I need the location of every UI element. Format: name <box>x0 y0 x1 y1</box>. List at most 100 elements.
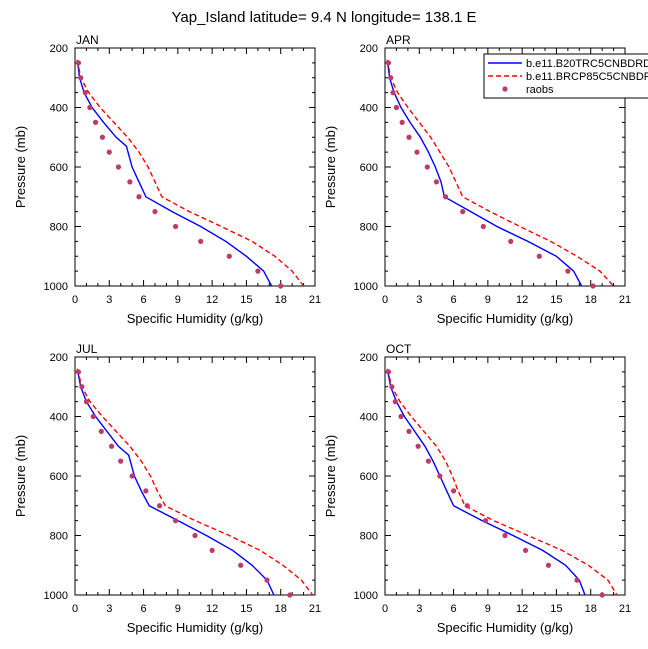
x-tick-label: 6 <box>451 294 457 306</box>
y-tick-label: 1000 <box>354 590 378 602</box>
x-tick-label: 9 <box>485 603 491 615</box>
raobs-point <box>522 547 529 553</box>
raobs-point <box>156 503 163 509</box>
raobs-point <box>502 532 508 539</box>
raobs-point <box>460 209 466 215</box>
raobs-point <box>115 164 122 170</box>
raobs-point <box>172 223 179 230</box>
raobs-point <box>79 384 85 390</box>
x-tick-label: 15 <box>550 603 562 615</box>
x-tick-label: 21 <box>619 294 631 306</box>
y-tick-label: 600 <box>50 471 68 483</box>
raobs-point <box>442 194 449 200</box>
raobs-point <box>238 562 244 568</box>
y-tick-label: 400 <box>50 103 68 115</box>
raobs-point <box>392 399 398 405</box>
panel-apr: APR 0 3 6 9 12 15 18 21 200 400 600 800 1000 Specific … <box>323 33 631 326</box>
legend: b.e11.B20TRC5CNBDRDb.e11.BRCP85C5CNBDRDr… <box>483 53 648 99</box>
plot-frame <box>384 356 626 596</box>
series-line-20tr <box>386 59 583 287</box>
series-line-rcp85 <box>386 59 615 287</box>
series-line-20tr <box>76 368 275 596</box>
raobs-point <box>385 369 392 375</box>
raobs-point <box>406 134 412 140</box>
raobs-point <box>590 283 596 289</box>
x-tick-label: 9 <box>485 294 491 306</box>
x-tick-label: 6 <box>451 603 457 615</box>
x-tick-label: 12 <box>206 294 218 306</box>
y-tick-label: 800 <box>360 531 378 543</box>
raobs-point <box>536 253 542 259</box>
raobs-point <box>172 518 179 524</box>
y-tick-label: 200 <box>50 352 68 364</box>
raobs-point <box>255 268 261 274</box>
x-tick-label: 0 <box>72 603 78 615</box>
raobs-point <box>78 75 84 81</box>
x-tick-label: 12 <box>516 294 528 306</box>
raobs-point <box>480 223 486 230</box>
x-tick-label: 6 <box>141 603 147 615</box>
series-line-20tr <box>386 368 586 596</box>
raobs-point <box>108 443 115 449</box>
y-axis-label: Pressure (mb) <box>13 126 28 208</box>
raobs-point <box>264 577 270 583</box>
x-tick-label: 9 <box>175 603 181 615</box>
panel-label: JUL <box>76 342 98 356</box>
x-tick-label: 18 <box>585 603 597 615</box>
raobs-point <box>545 562 552 568</box>
x-tick-label: 0 <box>382 603 388 615</box>
panel-oct: OCT 0 3 6 9 12 15 18 21 200 400 600 800 1000 Specific … <box>323 342 631 635</box>
raobs-point <box>406 428 412 434</box>
raobs-point <box>393 104 400 111</box>
raobs-point <box>209 547 215 553</box>
x-tick-label: 21 <box>309 603 321 615</box>
raobs-point <box>90 413 96 420</box>
y-tick-label: 200 <box>360 43 378 55</box>
x-tick-label: 9 <box>175 294 181 306</box>
plot-frame <box>74 356 316 596</box>
legend-label: raobs <box>526 84 554 96</box>
x-tick-label: 0 <box>382 294 388 306</box>
raobs-point <box>98 428 104 434</box>
y-axis-label: Pressure (mb) <box>323 126 338 208</box>
raobs-point <box>92 119 99 125</box>
y-tick-label: 800 <box>50 222 68 234</box>
raobs-point <box>106 149 112 155</box>
figure-title: Yap_Island latitude= 9.4 N longitude= 13… <box>172 9 477 26</box>
x-tick-label: 18 <box>275 294 287 306</box>
raobs-point <box>388 75 394 81</box>
legend-label: b.e11.BRCP85C5CNBDRD <box>526 71 648 83</box>
y-tick-label: 200 <box>50 43 68 55</box>
panel-label: OCT <box>386 342 412 356</box>
raobs-point <box>424 164 430 170</box>
raobs-point <box>565 268 571 274</box>
raobs-point <box>129 473 135 479</box>
raobs-point <box>118 458 124 464</box>
panel-label: JAN <box>76 33 99 47</box>
x-axis-label: Specific Humidity (g/kg) <box>437 620 574 635</box>
raobs-point <box>482 518 489 524</box>
raobs-point <box>143 488 149 494</box>
x-axis-label: Specific Humidity (g/kg) <box>127 311 264 326</box>
x-tick-label: 21 <box>309 294 321 306</box>
raobs-point <box>414 149 420 155</box>
raobs-point <box>450 488 457 494</box>
raobs-point <box>599 592 605 598</box>
series-line-rcp85 <box>386 368 618 596</box>
series-line-20tr <box>76 59 273 287</box>
raobs-point <box>83 399 90 405</box>
x-tick-label: 0 <box>72 294 78 306</box>
y-tick-label: 600 <box>360 471 378 483</box>
raobs-point <box>508 238 514 244</box>
y-axis-label: Pressure (mb) <box>13 435 28 517</box>
x-tick-label: 3 <box>106 294 112 306</box>
x-tick-label: 3 <box>416 603 422 615</box>
raobs-point <box>278 283 284 289</box>
raobs-point <box>425 458 432 464</box>
x-tick-label: 15 <box>240 294 252 306</box>
x-tick-label: 21 <box>619 603 631 615</box>
x-tick-label: 18 <box>275 603 287 615</box>
y-tick-label: 400 <box>50 412 68 424</box>
x-tick-label: 6 <box>141 294 147 306</box>
